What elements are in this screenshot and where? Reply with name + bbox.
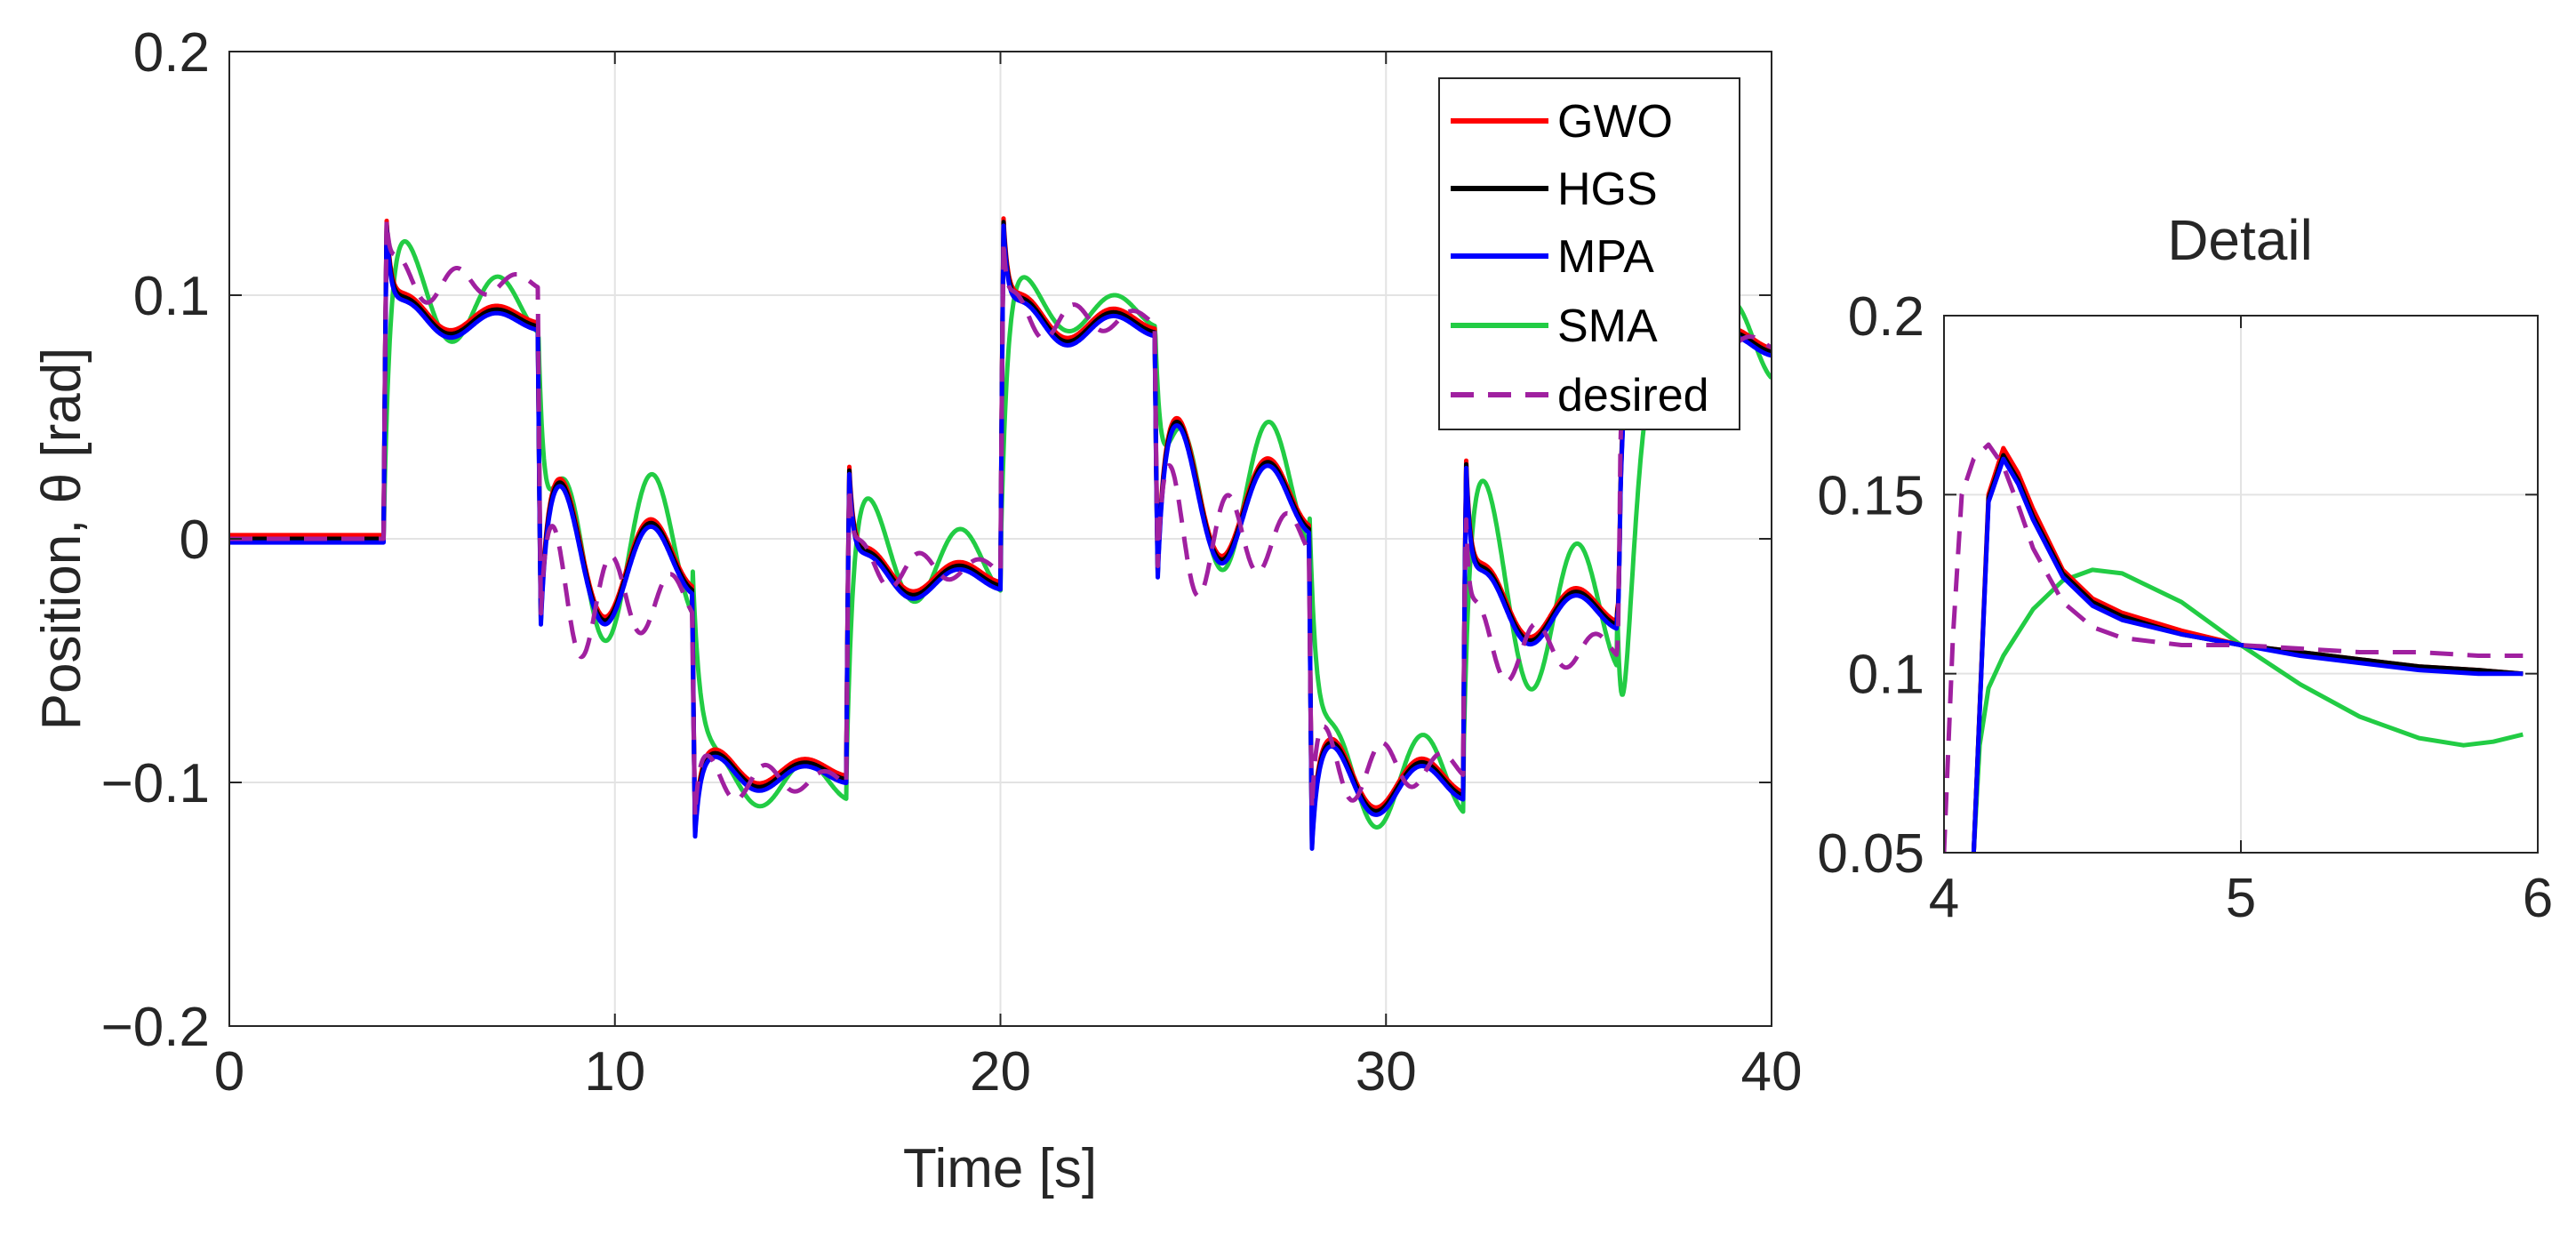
legend-item-mpa: MPA: [1451, 231, 1654, 283]
main-series-mpa: [229, 223, 1772, 851]
main-ytick-label: 0: [180, 509, 210, 571]
main-series: [229, 216, 1772, 851]
main-ytick-label: −0.2: [101, 997, 210, 1058]
main-ytick-label: 0.2: [133, 22, 210, 84]
detail-series-sma: [1971, 567, 2524, 853]
legend-label-desired: desired: [1557, 370, 1709, 421]
main-xtick-label: 10: [584, 1041, 645, 1103]
main-xtick-label: 30: [1356, 1041, 1417, 1103]
detail-xtick-label: 6: [2523, 868, 2553, 929]
legend-label-hgs: HGS: [1557, 164, 1658, 215]
legend-label-gwo: GWO: [1557, 96, 1673, 148]
detail-ytick-label: 0.1: [1848, 645, 1924, 706]
main-ytick-label: −0.1: [101, 753, 210, 814]
detail-series: [1944, 442, 2524, 853]
detail-ytick-label: 0.15: [1817, 465, 1924, 526]
legend-item-sma: SMA: [1451, 301, 1658, 352]
detail-series-desired: [1944, 442, 2524, 853]
detail-ticks: 4 5 6 0.05 0.1 0.15 0.2: [1817, 286, 2553, 929]
detail-xtick-label: 5: [2226, 868, 2256, 929]
detail-axes: Detail 4 5 6 0.05 0.1 0.15 0.2: [1817, 208, 2553, 929]
detail-ytick-label: 0.2: [1848, 286, 1924, 348]
legend-label-mpa: MPA: [1557, 231, 1654, 283]
legend-item-hgs: HGS: [1451, 164, 1658, 215]
legend: GWO HGS MPA SMA desired: [1438, 77, 1740, 430]
main-xtick-label: 0: [214, 1041, 244, 1103]
main-series-desired: [229, 218, 1772, 819]
detail-series-mpa: [1971, 456, 2524, 853]
legend-item-gwo: GWO: [1451, 96, 1673, 148]
main-ytick-label: 0.1: [133, 266, 210, 327]
detail-ytick-label: 0.05: [1817, 823, 1924, 885]
main-xtick-label: 20: [970, 1041, 1031, 1103]
main-xlabel: Time [s]: [903, 1138, 1097, 1199]
legend-label-sma: SMA: [1557, 301, 1658, 352]
main-ylabel: Position, θ [rad]: [31, 348, 92, 731]
detail-title: Detail: [2167, 208, 2313, 272]
detail-xtick-label: 4: [1929, 868, 1959, 929]
legend-item-desired: desired: [1451, 370, 1709, 421]
main-axes: 0 10 20 30 40 −0.2 −0.1 0 0.1 0.2 Time [s] Positi…: [31, 22, 1802, 1199]
main-ticks: 0 10 20 30 40 −0.2 −0.1 0 0.1 0.2: [101, 22, 1803, 1103]
main-xtick-label: 40: [1741, 1041, 1803, 1103]
